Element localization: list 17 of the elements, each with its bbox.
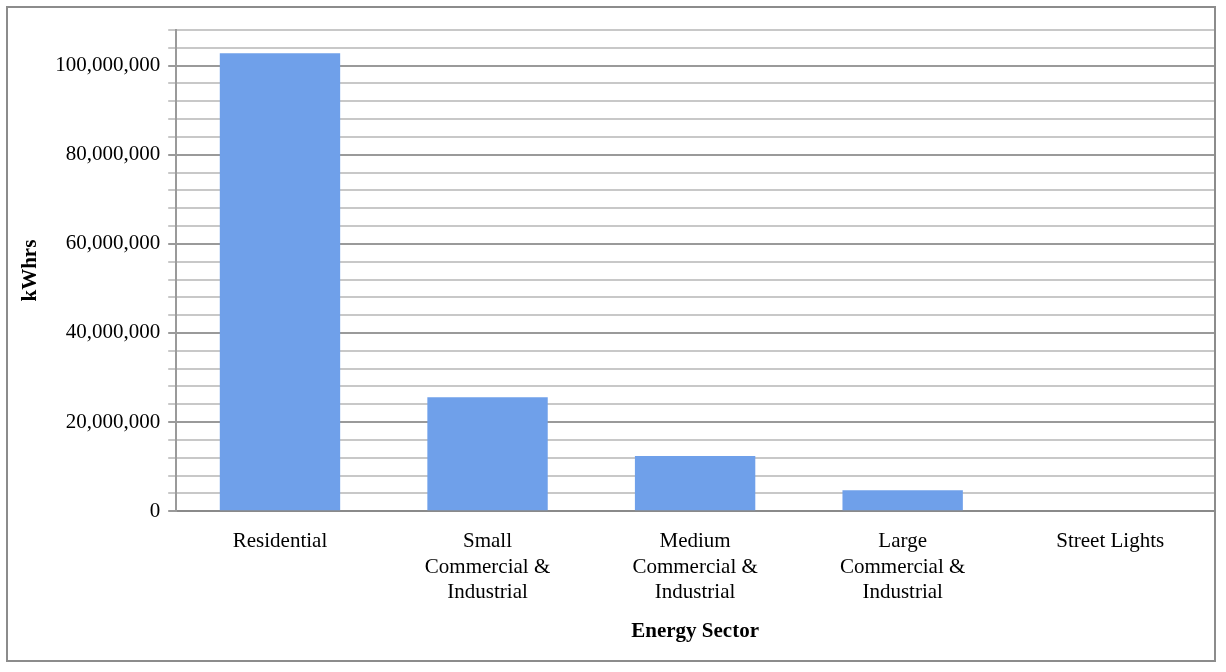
x-tick-label: Street Lights xyxy=(1056,528,1165,553)
y-tick-label: 100,000,000 xyxy=(55,52,161,77)
y-tick-label: 40,000,000 xyxy=(65,319,161,344)
x-axis-title: Energy Sector xyxy=(631,617,759,642)
y-axis-title: kWhrs xyxy=(17,239,42,302)
y-tick-label: 60,000,000 xyxy=(65,230,161,255)
bar xyxy=(634,455,756,511)
x-tick-label: Large Commercial & Industrial xyxy=(839,528,966,603)
y-tick-label: 80,000,000 xyxy=(65,141,161,166)
bar xyxy=(842,490,963,511)
x-tick-label: Medium Commercial & Industrial xyxy=(632,528,758,603)
bar xyxy=(427,397,548,511)
bar xyxy=(219,53,341,511)
x-tick-label: Small Commercial & Industrial xyxy=(424,528,551,603)
y-tick-label: 20,000,000 xyxy=(65,408,161,433)
x-tick-label: Residential xyxy=(232,528,328,553)
y-tick-label: 0 xyxy=(149,497,161,522)
